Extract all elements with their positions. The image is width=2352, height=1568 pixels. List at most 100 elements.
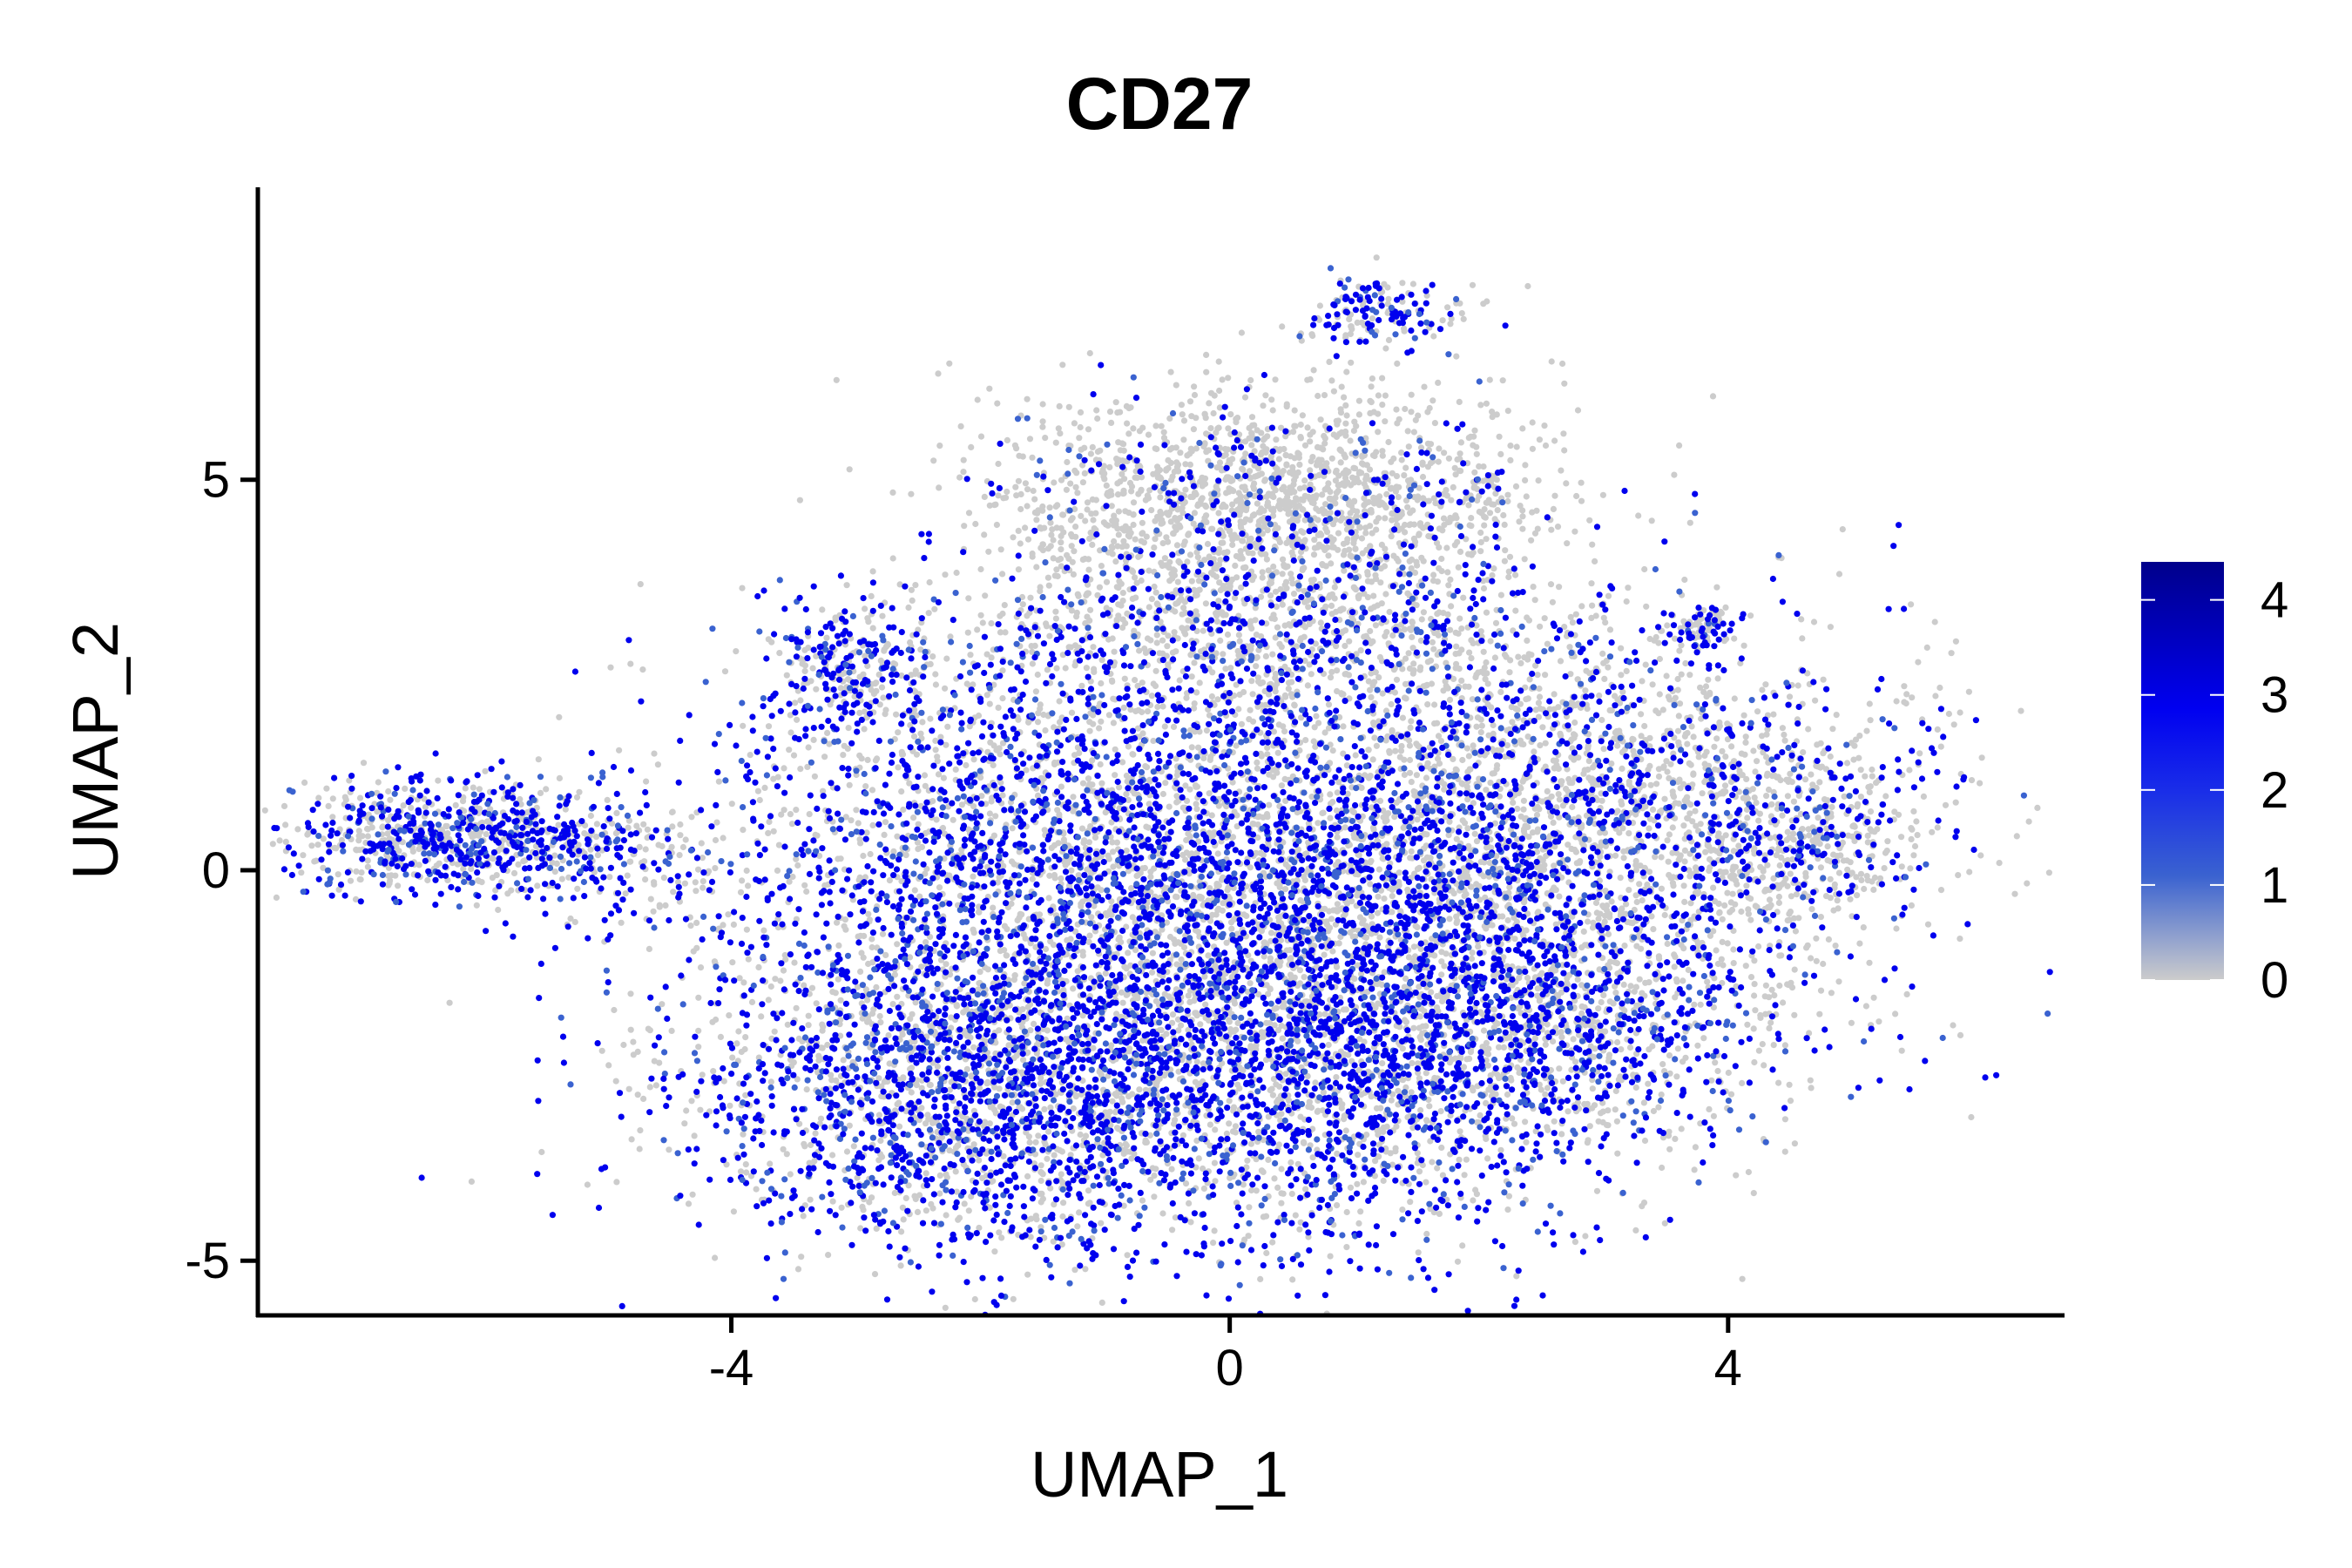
cell-point — [633, 822, 640, 829]
cell-point — [726, 1012, 733, 1019]
cell-point — [1379, 1060, 1386, 1067]
cell-point — [1169, 1011, 1177, 1018]
cell-point — [1097, 760, 1104, 768]
cell-point — [535, 756, 542, 763]
cell-point — [840, 752, 847, 759]
cell-point — [695, 994, 702, 1001]
cell-point — [1598, 998, 1605, 1006]
cell-point — [997, 948, 1004, 955]
cell-point — [1162, 780, 1169, 787]
cell-point — [1004, 952, 1010, 959]
cell-point — [1041, 827, 1048, 834]
cell-point — [1406, 756, 1414, 764]
cell-point — [940, 774, 947, 781]
cell-point — [1191, 510, 1198, 517]
cell-point — [573, 794, 581, 801]
cell-point — [998, 1234, 1005, 1241]
cell-point — [995, 704, 1002, 712]
cell-point — [912, 667, 919, 674]
cell-point — [885, 1031, 892, 1039]
cell-point — [743, 867, 750, 875]
cell-point — [1329, 747, 1336, 754]
cell-point — [720, 835, 727, 841]
cell-point — [996, 1085, 1003, 1092]
cell-point — [1035, 710, 1042, 717]
cell-point — [1195, 1155, 1202, 1162]
cell-point — [1258, 1167, 1265, 1174]
cell-point — [1314, 1108, 1321, 1115]
cell-point — [1113, 839, 1120, 846]
cell-point — [186, 834, 192, 840]
cell-point — [789, 873, 796, 881]
cell-point — [765, 723, 773, 730]
cell-point — [1471, 830, 1478, 837]
cell-point — [1174, 939, 1182, 946]
cell-point — [335, 871, 341, 878]
cell-point — [1161, 990, 1168, 997]
cell-point — [988, 798, 995, 805]
cell-point — [869, 568, 876, 575]
cell-point — [1806, 832, 1813, 839]
cell-point — [1098, 1299, 1105, 1306]
cell-point — [1191, 391, 1199, 399]
cell-point — [584, 1181, 591, 1188]
cell-point — [1278, 1345, 1284, 1351]
cell-point — [1078, 901, 1085, 908]
cell-point — [1288, 1190, 1295, 1198]
cell-point — [864, 997, 871, 1004]
cell-point — [416, 862, 422, 868]
cell-point — [613, 1179, 620, 1186]
cell-point — [1146, 801, 1152, 808]
cell-point — [1085, 938, 1092, 945]
cell-point — [1067, 936, 1074, 943]
cell-point — [1438, 971, 1445, 978]
cell-point — [798, 1254, 805, 1260]
cell-point — [1072, 483, 1079, 490]
cell-point — [666, 1146, 672, 1153]
cell-point — [829, 1198, 836, 1205]
cell-point — [1173, 799, 1180, 806]
cell-point — [1070, 985, 1077, 992]
cell-point — [848, 817, 855, 824]
cell-point — [1010, 861, 1017, 868]
cell-point — [1156, 1075, 1163, 1083]
cell-point — [1310, 551, 1318, 558]
cell-point — [745, 956, 752, 963]
cell-point — [695, 1027, 702, 1034]
cell-point — [729, 1054, 736, 1061]
cell-point — [1102, 970, 1109, 977]
cell-point — [946, 1147, 953, 1154]
cell-point — [538, 1148, 545, 1156]
cell-point — [858, 950, 865, 956]
cell-point — [1015, 716, 1022, 723]
cell-point — [965, 510, 973, 517]
cell-point — [826, 740, 833, 747]
cell-point — [740, 979, 747, 986]
cell-point — [1420, 609, 1427, 616]
cell-point — [820, 787, 827, 794]
cell-point — [581, 830, 588, 837]
cell-point — [1238, 720, 1245, 727]
cell-point — [912, 582, 919, 589]
cell-point — [1360, 1179, 1367, 1186]
cell-point — [829, 1152, 836, 1159]
cell-point — [1470, 1197, 1477, 1204]
cell-point — [1382, 515, 1389, 522]
cell-point — [483, 831, 490, 838]
cell-point — [721, 668, 729, 675]
cell-point — [385, 787, 392, 795]
cell-point — [1263, 1019, 1270, 1026]
cell-point — [1241, 1236, 1248, 1243]
cell-point — [1417, 945, 1424, 953]
cell-point — [1147, 874, 1154, 881]
cell-point — [1301, 974, 1308, 981]
cell-point — [374, 808, 381, 815]
cell-point — [656, 1059, 663, 1066]
cell-point — [857, 968, 864, 975]
cell-point — [733, 1040, 740, 1047]
cell-point — [993, 521, 1000, 529]
cell-point — [641, 858, 648, 865]
cell-point — [1086, 727, 1093, 734]
cell-point — [930, 457, 937, 464]
cell-point — [777, 977, 784, 984]
